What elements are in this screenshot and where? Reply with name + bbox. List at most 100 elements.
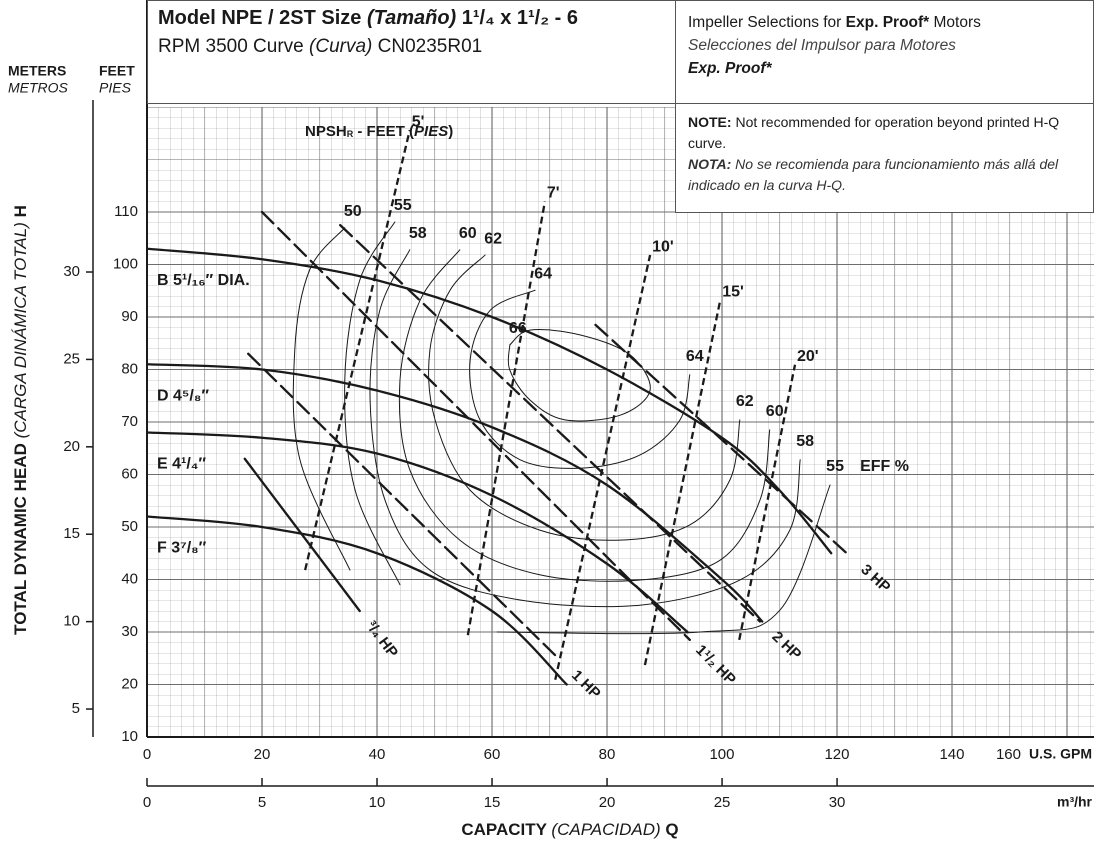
text: Impeller Selections for bbox=[688, 14, 846, 31]
efficiency-label: 58 bbox=[796, 433, 814, 450]
y2-unit: METERS bbox=[8, 63, 66, 79]
selections-line: Impeller Selections for Exp. Proof* Moto… bbox=[688, 11, 1081, 34]
text: Model NPE / 2ST Size bbox=[158, 7, 367, 29]
x-tick-label: 140 bbox=[939, 746, 964, 763]
y2-tick-label: 10 bbox=[63, 613, 80, 630]
text: Not recommended for operation beyond pri… bbox=[688, 114, 1060, 151]
x2-tick-label: 25 bbox=[714, 794, 731, 811]
npsh-part: ) bbox=[448, 123, 453, 140]
y2-unit-es: METROS bbox=[8, 80, 69, 96]
y-label-part: TOTAL DYNAMIC HEAD bbox=[11, 438, 30, 634]
efficiency-curve bbox=[428, 254, 741, 541]
x-unit: U.S. GPM bbox=[1029, 746, 1092, 762]
x-tick-label: 100 bbox=[709, 746, 734, 763]
text: Exp. Proof* bbox=[845, 14, 930, 31]
eff-label: EFF % bbox=[860, 458, 909, 475]
efficiency-label: 60 bbox=[459, 225, 477, 242]
x2-tick-label: 20 bbox=[599, 794, 616, 811]
x-label-part: (CAPACIDAD) bbox=[551, 820, 660, 839]
y-tick-label: 50 bbox=[121, 518, 138, 535]
impeller-label: B 5¹/₁₆″ DIA. bbox=[157, 272, 250, 289]
curves bbox=[147, 129, 850, 686]
x-tick-label: 80 bbox=[599, 746, 616, 763]
y-axis-label: TOTAL DYNAMIC HEAD (CARGA DINÁMICA TOTAL… bbox=[11, 205, 30, 635]
y-label-part: (CARGA DINÁMICA TOTAL) bbox=[11, 222, 30, 438]
text: (Curva) bbox=[309, 36, 373, 57]
y-tick-label: 30 bbox=[121, 623, 138, 640]
text: 1¹/₄ x 1¹/₂ - 6 bbox=[456, 7, 578, 29]
text: Motors bbox=[929, 14, 981, 31]
x-label-part: CAPACITY bbox=[461, 820, 551, 839]
npsh-value: 15' bbox=[722, 283, 744, 300]
efficiency-label: 62 bbox=[484, 230, 502, 247]
y-unit: FEET bbox=[99, 63, 135, 79]
note-box: NOTE: Not recommended for operation beyo… bbox=[675, 103, 1094, 213]
hp-line bbox=[243, 457, 361, 613]
curve-line: RPM 3500 Curve (Curva) CN0235R01 bbox=[158, 36, 665, 58]
x2-tick-label: 5 bbox=[258, 794, 266, 811]
efficiency-curve bbox=[398, 249, 771, 582]
y-tick-label: 20 bbox=[121, 675, 138, 692]
y-tick-label: 90 bbox=[121, 308, 138, 325]
selections-es: Selecciones del Impulsor para Motores bbox=[688, 37, 956, 54]
x-tick-label: 120 bbox=[824, 746, 849, 763]
efficiency-label: 58 bbox=[409, 225, 427, 242]
nota: NOTA: No se recomienda para funcionamien… bbox=[688, 154, 1081, 196]
npsh-part: - FEET ( bbox=[353, 123, 414, 140]
note: NOTE: Not recommended for operation beyo… bbox=[688, 112, 1081, 154]
y-unit-es: PIES bbox=[99, 80, 132, 96]
x2-tick-label: 10 bbox=[369, 794, 386, 811]
npsh-part: PIES bbox=[414, 123, 448, 140]
selections-es-bold: Exp. Proof* bbox=[688, 60, 772, 77]
npsh-part: NPSH bbox=[305, 123, 347, 140]
y-tick-label: 110 bbox=[114, 203, 138, 220]
y2-tick-label: 15 bbox=[63, 525, 80, 542]
x-tick-label: 160 bbox=[996, 746, 1021, 763]
x-tick-label: 0 bbox=[143, 746, 151, 763]
efficiency-label: 66 bbox=[509, 320, 527, 337]
npsh-sub: R bbox=[347, 129, 354, 139]
text: NOTA: bbox=[688, 156, 732, 172]
efficiency-curve bbox=[344, 221, 831, 635]
y-tick-label: 60 bbox=[121, 465, 138, 482]
y-tick-label: 70 bbox=[121, 413, 138, 430]
hp-line bbox=[339, 223, 762, 623]
efficiency-label: 55 bbox=[826, 458, 844, 475]
x-tick-label: 60 bbox=[484, 746, 501, 763]
y2-tick-label: 30 bbox=[63, 263, 80, 280]
efficiency-curve bbox=[507, 329, 651, 422]
y-tick-label: 40 bbox=[121, 570, 138, 587]
efficiency-label: 60 bbox=[766, 403, 784, 420]
x2-tick-label: 15 bbox=[484, 794, 501, 811]
npsh-value: 20' bbox=[797, 348, 819, 365]
y2-tick-label: 5 bbox=[72, 700, 80, 717]
y-label-part: H bbox=[11, 205, 30, 222]
x-label-part: Q bbox=[661, 820, 679, 839]
text: CN0235R01 bbox=[372, 36, 483, 57]
npsh-line bbox=[738, 364, 797, 641]
head-curve bbox=[147, 515, 568, 686]
model-line: Model NPE / 2ST Size (Tamaño) 1¹/₄ x 1¹/… bbox=[158, 7, 665, 30]
x-axis-label: CAPACITY (CAPACIDAD) Q bbox=[461, 820, 678, 839]
efficiency-label: 55 bbox=[394, 197, 412, 214]
npsh-line bbox=[554, 254, 652, 681]
npsh-line bbox=[304, 129, 411, 571]
y2-tick-label: 25 bbox=[63, 350, 80, 367]
npsh-value: 10' bbox=[652, 238, 674, 255]
header-selections: Impeller Selections for Exp. Proof* Moto… bbox=[675, 0, 1094, 104]
y-tick-label: 10 bbox=[121, 728, 138, 745]
y2-tick-label: 20 bbox=[63, 438, 80, 455]
text: (Tamaño) bbox=[366, 7, 457, 29]
head-curve bbox=[147, 431, 689, 634]
impeller-label: F 3⁷/₈″ bbox=[157, 540, 207, 557]
npsh-label: NPSHR - FEET (PIES) bbox=[305, 123, 453, 140]
x2-unit: m³/hr bbox=[1057, 794, 1093, 810]
efficiency-label: 64 bbox=[686, 348, 704, 365]
efficiency-label: 64 bbox=[534, 265, 552, 282]
text: RPM 3500 Curve bbox=[158, 36, 310, 57]
head-curve bbox=[147, 363, 764, 623]
x2-tick-label: 0 bbox=[143, 794, 151, 811]
impeller-label: E 4¹/₄″ bbox=[157, 456, 206, 473]
x-tick-label: 20 bbox=[254, 746, 271, 763]
